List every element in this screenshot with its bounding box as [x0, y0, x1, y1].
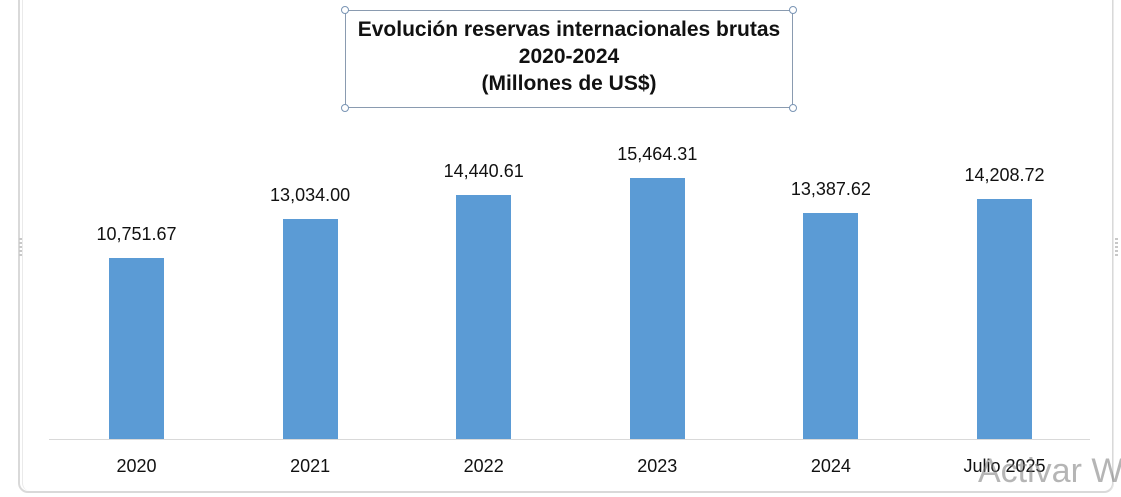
- chart-title[interactable]: Evolución reservas internacionales bruta…: [345, 10, 793, 108]
- data-label: 15,464.31: [617, 144, 698, 164]
- x-tick-label: 2023: [637, 456, 678, 476]
- right-resize-handle[interactable]: [1115, 238, 1118, 258]
- x-axis-line: [49, 439, 1090, 440]
- title-line-1: Evolución reservas internacionales bruta…: [357, 18, 781, 41]
- data-label: 13,387.62: [790, 179, 871, 200]
- bar-2020[interactable]: [109, 257, 164, 439]
- title-handle-bottom-right[interactable]: [789, 104, 797, 112]
- data-label: 10,751.67: [96, 223, 177, 244]
- bar-2023[interactable]: [629, 178, 685, 439]
- activation-watermark: Activar W: [978, 452, 1121, 490]
- title-handle-bottom-left[interactable]: [341, 104, 349, 112]
- title-handle-top-left[interactable]: [341, 6, 349, 14]
- x-tick-label: 2020: [116, 456, 157, 476]
- x-tick-label: 2022: [463, 456, 504, 476]
- x-tick-label: 2021: [290, 456, 331, 476]
- chart-frame-inner: [22, 0, 1114, 491]
- chart-frame[interactable]: [18, 0, 1114, 493]
- left-resize-handle[interactable]: [19, 238, 22, 258]
- bar-2022[interactable]: [456, 195, 512, 439]
- title-handle-top-right[interactable]: [789, 6, 797, 14]
- data-label: 13,034.00: [270, 185, 351, 206]
- x-tick-label: Julio 2025: [963, 456, 1046, 476]
- title-line-3: (Millones de US$): [481, 72, 657, 95]
- x-tick-label: 2024: [810, 456, 851, 476]
- data-label: 14,440.61: [443, 161, 524, 182]
- data-label: 14,208.72: [964, 165, 1045, 186]
- bar-2021[interactable]: [282, 219, 338, 439]
- bar-julio-2025[interactable]: [977, 199, 1032, 439]
- title-line-2: 2020-2024: [518, 45, 620, 68]
- bar-2024[interactable]: [803, 213, 859, 439]
